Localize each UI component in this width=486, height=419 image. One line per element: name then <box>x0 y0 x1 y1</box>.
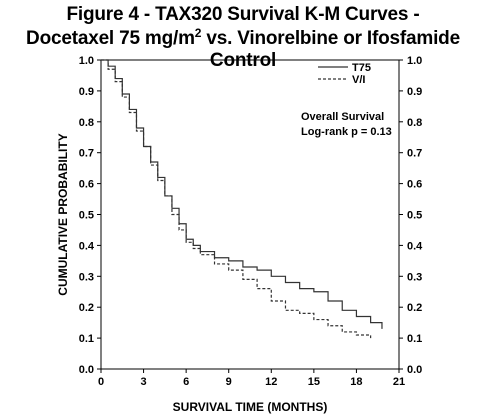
y-tick-label-left: 0.8 <box>79 117 94 129</box>
y-axis-title: CUMULATIVE PROBABILITY <box>56 133 70 295</box>
legend-label-t75: T75 <box>352 62 371 74</box>
series-line-t75 <box>101 59 383 329</box>
chart-title-line-1: Figure 4 - TAX320 Survival K-M Curves - <box>66 4 420 25</box>
y-tick-label-right: 1.0 <box>407 55 422 67</box>
y-tick-label-right: 0.7 <box>407 148 422 160</box>
y-tick-label-right: 0.5 <box>407 210 422 222</box>
y-tick-label-right: 0.0 <box>407 364 422 376</box>
x-tick-label: 6 <box>183 376 189 388</box>
plot-frame <box>100 59 400 370</box>
y-tick-label-left: 0.9 <box>79 86 94 98</box>
x-tick-label: 21 <box>393 376 405 388</box>
y-tick-label-right: 0.3 <box>407 271 422 283</box>
x-tick-label: 12 <box>265 376 277 388</box>
legend: T75 V/I <box>318 62 371 86</box>
y-tick-label-left: 1.0 <box>79 55 94 67</box>
x-tick-label: 3 <box>141 376 147 388</box>
y-tick-label-left: 0.7 <box>79 148 94 160</box>
y-tick-label-left: 0.5 <box>79 210 94 222</box>
annotation-log-rank: Log-rank p = 0.13 <box>301 126 392 138</box>
series-line-v-i <box>101 59 372 339</box>
y-tick-label-left: 0.1 <box>79 333 94 345</box>
y-tick-label-left: 0.0 <box>79 364 94 376</box>
annotation-overall-survival: Overall Survival <box>301 111 384 123</box>
y-tick-label-right: 0.2 <box>407 302 422 314</box>
x-tick-label: 9 <box>226 376 232 388</box>
y-tick-label-right: 0.8 <box>407 117 422 129</box>
x-axis-title: SURVIVAL TIME (MONTHS) <box>173 400 328 414</box>
title-part-before: Docetaxel 75 mg/m <box>26 28 195 49</box>
x-tick-label: 15 <box>308 376 320 388</box>
y-tick-label-left: 0.6 <box>79 179 94 191</box>
y-tick-label-right: 0.6 <box>407 179 422 191</box>
y-tick-label-right: 0.9 <box>407 86 422 98</box>
x-tick-label: 18 <box>350 376 362 388</box>
legend-label-vi: V/I <box>352 74 365 86</box>
y-tick-label-left: 0.3 <box>79 271 94 283</box>
x-tick-label: 0 <box>98 376 104 388</box>
y-tick-label-left: 0.2 <box>79 302 94 314</box>
y-tick-label-right: 0.4 <box>407 240 423 252</box>
y-tick-label-left: 0.4 <box>79 240 95 252</box>
title-superscript: 2 <box>194 26 202 40</box>
y-tick-label-right: 0.1 <box>407 333 422 345</box>
